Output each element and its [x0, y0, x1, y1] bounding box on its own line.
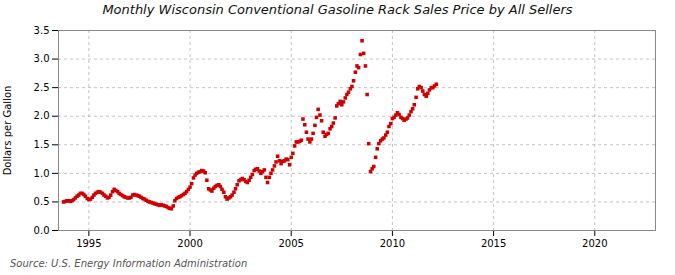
svg-text:Dollars per Gallon: Dollars per Gallon	[2, 86, 13, 176]
svg-text:3.0: 3.0	[34, 53, 50, 64]
svg-text:2000: 2000	[177, 238, 202, 249]
svg-text:2020: 2020	[582, 238, 607, 249]
svg-text:1.5: 1.5	[34, 139, 50, 150]
svg-text:2.0: 2.0	[34, 110, 50, 121]
svg-text:2015: 2015	[481, 238, 506, 249]
svg-text:1995: 1995	[76, 238, 101, 249]
svg-text:1.0: 1.0	[34, 168, 50, 179]
html-text:Monthly Wisconsin Conventional: Monthly Wisconsin Conventional Gasoline …	[102, 2, 573, 17]
svg-text:2005: 2005	[279, 238, 304, 249]
svg-text:0.0: 0.0	[34, 225, 50, 236]
svg-text:2010: 2010	[380, 238, 405, 249]
svg-text:0.5: 0.5	[34, 196, 50, 207]
svg-text:3.5: 3.5	[34, 25, 50, 36]
html-text:Source: U.S. Energy Informatio: Source: U.S. Energy Information Administ…	[10, 258, 248, 269]
svg-text:2.5: 2.5	[34, 82, 50, 93]
